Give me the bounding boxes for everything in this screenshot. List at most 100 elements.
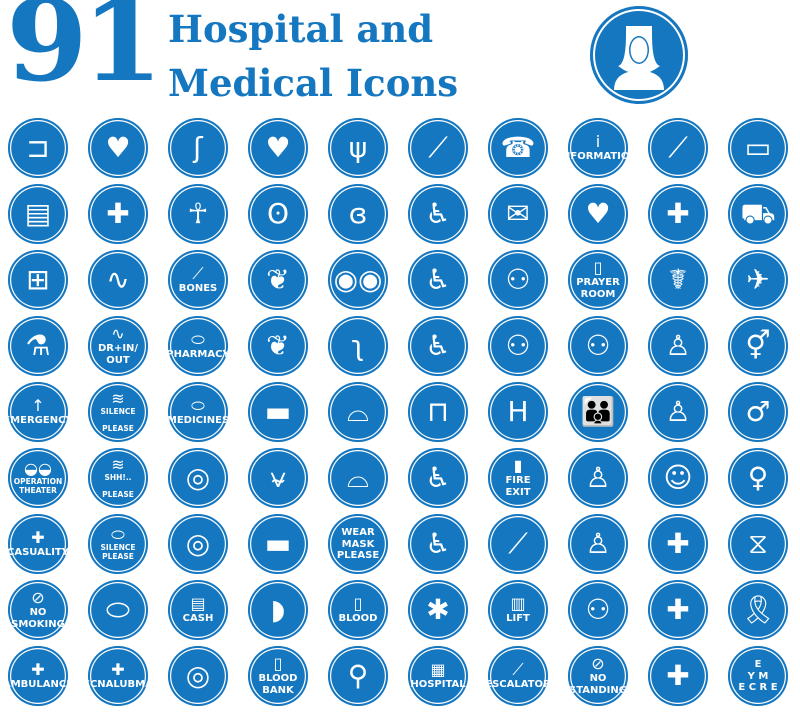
- icon-label: AMBULANCE: [8, 678, 68, 690]
- face-mask-icon[interactable]: ⌓: [328, 382, 388, 442]
- heart-organ-icon[interactable]: ♥: [248, 118, 308, 178]
- cross-icon[interactable]: ✚AMBULANCE: [8, 646, 68, 706]
- cross-icon[interactable]: ✚: [648, 184, 708, 244]
- skeleton-icon[interactable]: ☥: [168, 184, 228, 244]
- doctor-cross-icon[interactable]: ✚: [648, 580, 708, 640]
- family-icon[interactable]: 👪: [568, 382, 628, 442]
- doctors-icon[interactable]: ⚇: [568, 316, 628, 376]
- man-icon[interactable]: ♙: [568, 448, 628, 508]
- no-standing-icon[interactable]: ⊘ NO STANDING: [568, 646, 628, 706]
- pills-icon[interactable]: ⬭ SILENCE PLEASE: [88, 514, 148, 574]
- pills-icon[interactable]: ⬭ PHARMACY: [168, 316, 228, 376]
- iv-drip-icon[interactable]: ⚲: [328, 646, 388, 706]
- elevator-icon[interactable]: ▥ LIFT: [488, 580, 548, 640]
- kidneys-icon[interactable]: ʘ: [248, 184, 308, 244]
- ambulance-van-icon[interactable]: ⛟: [728, 184, 788, 244]
- man-doctor-icon[interactable]: ♙: [648, 316, 708, 376]
- clipboard-icon[interactable]: ▤: [8, 184, 68, 244]
- woman-icon[interactable]: ♙: [568, 514, 628, 574]
- hospital-h-icon[interactable]: H: [488, 382, 548, 442]
- wheelchair-icon[interactable]: ♿: [408, 184, 468, 244]
- person-seated-icon[interactable]: ♿: [408, 514, 468, 574]
- brain-icon[interactable]: ❦: [248, 250, 308, 310]
- cross-icon[interactable]: ✚ECNALUBMA: [88, 646, 148, 706]
- ribbon-icon[interactable]: 🎗: [728, 580, 788, 640]
- zipped-lips-icon[interactable]: ≋ SILENCE PLEASE: [88, 382, 148, 442]
- laboratory-icon[interactable]: ⚗: [8, 316, 68, 376]
- money-icon[interactable]: ▤ CASH: [168, 580, 228, 640]
- mask-icon[interactable]: WEAR MASK PLEASE: [328, 514, 388, 574]
- person-wheelchair-icon[interactable]: ♿: [408, 448, 468, 508]
- icon-cell: ⟋: [398, 115, 478, 181]
- ear-icon[interactable]: ɞ: [328, 184, 388, 244]
- escalator-icon[interactable]: ⟋: [488, 514, 548, 574]
- person-seated-glyph-icon: ♿: [425, 527, 451, 560]
- medicine-pattern-icon[interactable]: ◎: [168, 448, 228, 508]
- pills-icon[interactable]: ⬭: [88, 580, 148, 640]
- woman-head-icon[interactable]: ☺: [648, 448, 708, 508]
- nurse-icon[interactable]: ♙: [648, 382, 708, 442]
- female-icon[interactable]: ♀: [728, 448, 788, 508]
- icon-cell: ⬭: [78, 577, 158, 643]
- teeth-icon[interactable]: ▬: [248, 514, 308, 574]
- wheelchair-front-icon[interactable]: ⊓: [408, 382, 468, 442]
- doctor-cross-icon[interactable]: ✚: [648, 646, 708, 706]
- male-icon[interactable]: ♂: [728, 382, 788, 442]
- heart-ecg-icon[interactable]: ♥: [568, 184, 628, 244]
- computer-icon[interactable]: ▭: [728, 118, 788, 178]
- helicopter-icon[interactable]: ✈: [728, 250, 788, 310]
- phone-contact-icon[interactable]: ☎: [488, 118, 548, 178]
- blood-bag-glyph-icon: ▯: [273, 654, 283, 673]
- bones-icon[interactable]: ⟋ BONES: [168, 250, 228, 310]
- face-mask-icon[interactable]: ⌓: [328, 448, 388, 508]
- no-smoking-icon[interactable]: ⊘ NO SMOKING: [8, 580, 68, 640]
- male-female-icon[interactable]: ⚥: [728, 316, 788, 376]
- blood-bag-icon[interactable]: ▯ BLOOD: [328, 580, 388, 640]
- heart-care-icon[interactable]: ♥: [88, 118, 148, 178]
- star-of-life-icon[interactable]: ✱: [408, 580, 468, 640]
- couple-icon[interactable]: ⚇: [568, 580, 628, 640]
- blood-bag-icon[interactable]: ▯ BLOOD BANK: [248, 646, 308, 706]
- zipped-lips-icon[interactable]: ≋ SHH!.. PLEASE: [88, 448, 148, 508]
- eyes-icon[interactable]: ◉◉: [328, 250, 388, 310]
- pills-icon[interactable]: ⬭ MEDICINES: [168, 382, 228, 442]
- stethoscope-icon[interactable]: ∿ DR+IN/ OUT: [88, 316, 148, 376]
- arrow-up-icon[interactable]: ↑EMERGENCY: [8, 382, 68, 442]
- teeth-icon[interactable]: ▬: [248, 382, 308, 442]
- caduceus-icon[interactable]: ☤: [648, 250, 708, 310]
- first-aid-kit-icon[interactable]: ⊞: [8, 250, 68, 310]
- stethoscope-glyph-icon: ∿: [111, 324, 125, 343]
- doctor-patient-icon[interactable]: ⚇: [488, 250, 548, 310]
- prayer-book-icon[interactable]: ▯ PRAYER ROOM: [568, 250, 628, 310]
- hands-cross-icon[interactable]: ✚: [88, 184, 148, 244]
- star-of-life-glyph-icon: ✱: [426, 593, 450, 626]
- eye-chart-icon[interactable]: E Y M E C R E: [728, 646, 788, 706]
- hospital-building-glyph-icon: ▦: [430, 659, 446, 679]
- wheelchair-icon[interactable]: ♿: [408, 250, 468, 310]
- medicine-pattern-icon[interactable]: ◎: [168, 514, 228, 574]
- nose-icon[interactable]: ʅ: [328, 316, 388, 376]
- stomach-icon[interactable]: ʃ: [168, 118, 228, 178]
- liver-icon[interactable]: ◗: [248, 580, 308, 640]
- escalator-icon[interactable]: ⟋ ESCALATOR: [488, 646, 548, 706]
- stethoscope-icon[interactable]: ∿: [88, 250, 148, 310]
- icon-cell: ✚AMBULANCE: [0, 643, 78, 709]
- brain-icon[interactable]: ❦: [248, 316, 308, 376]
- pills-glyph-icon: ⬭: [106, 593, 130, 626]
- lamps-icon[interactable]: ◒◒ OPERATION THEATER: [8, 448, 68, 508]
- cross-icon[interactable]: ✚ CASUALITY: [8, 514, 68, 574]
- phone-envelope-icon[interactable]: ✉: [488, 184, 548, 244]
- syringe-icon[interactable]: ⟋: [648, 118, 708, 178]
- surgeons-icon[interactable]: ⚇: [488, 316, 548, 376]
- tooth-icon[interactable]: ⍱: [248, 448, 308, 508]
- doctor-cross-icon[interactable]: ✚: [648, 514, 708, 574]
- lungs-icon[interactable]: ψ: [328, 118, 388, 178]
- bed-icon[interactable]: ⊐: [8, 118, 68, 178]
- wheelchair-icon[interactable]: ♿: [408, 316, 468, 376]
- fire-icon[interactable]: ▮ FIRE EXIT: [488, 448, 548, 508]
- injection-icon[interactable]: ⟋: [408, 118, 468, 178]
- hospital-building-icon[interactable]: ▦ HOSPITAL: [408, 646, 468, 706]
- information-icon[interactable]: iINFORMATION: [568, 118, 628, 178]
- dna-icon[interactable]: ⧖: [728, 514, 788, 574]
- medicine-pattern-icon[interactable]: ◎: [168, 646, 228, 706]
